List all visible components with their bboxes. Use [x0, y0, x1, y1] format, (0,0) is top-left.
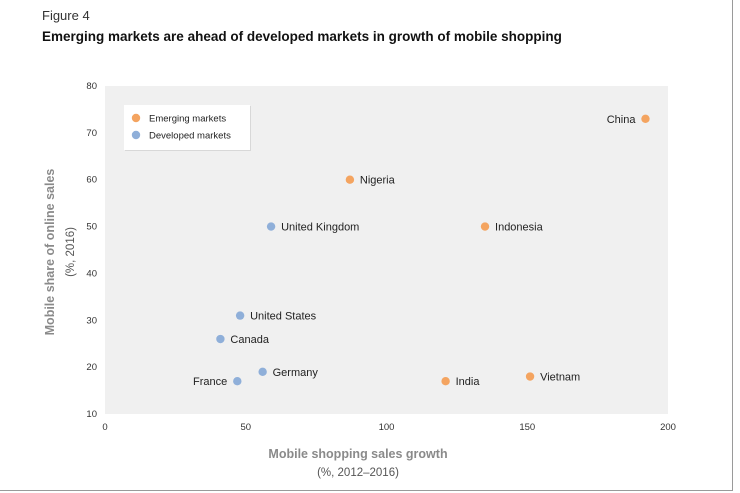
data-point [641, 114, 650, 124]
y-axis-label: Mobile share of online sales [43, 169, 57, 336]
y-tick-label: 40 [86, 268, 97, 279]
data-point-label: Vietnam [540, 372, 580, 384]
x-tick-label: 0 [102, 422, 107, 433]
y-tick-label: 30 [86, 315, 97, 326]
y-tick-label: 10 [86, 409, 97, 420]
data-point [216, 334, 225, 344]
y-axis-ticks: 10 20 30 40 50 60 70 80 [86, 81, 97, 420]
data-point [258, 367, 267, 377]
x-axis-ticks: 0 50 100 150 200 [102, 422, 676, 433]
y-tick-label: 80 [86, 81, 97, 92]
legend-marker [131, 130, 141, 140]
y-tick-label: 50 [86, 222, 97, 233]
data-point [266, 222, 276, 231]
figure-label: Figure 4 [42, 8, 90, 23]
legend: Emerging markets Developed markets [124, 105, 251, 151]
data-point-label: United Kingdom [281, 222, 359, 234]
y-tick-label: 70 [86, 128, 97, 139]
data-point-label: Indonesia [495, 222, 544, 234]
data-point [441, 377, 450, 386]
data-point [480, 222, 490, 231]
data-point-label: United States [250, 311, 317, 323]
y-tick-label: 60 [86, 175, 97, 186]
data-point-label: China [607, 114, 637, 126]
legend-entry: Emerging markets [149, 114, 226, 125]
data-point-label: India [456, 376, 481, 388]
data-point [525, 372, 535, 381]
legend-box [124, 105, 250, 150]
x-tick-label: 50 [240, 422, 251, 433]
data-point [345, 175, 355, 184]
x-tick-label: 150 [519, 422, 535, 433]
figure-title: Emerging markets are ahead of developed … [42, 29, 562, 44]
x-axis-sublabel: (%, 2012–2016) [317, 467, 399, 479]
data-point [233, 377, 242, 386]
legend-entry: Developed markets [149, 131, 231, 142]
data-point-label: Canada [230, 334, 269, 346]
x-tick-label: 100 [379, 422, 395, 433]
legend-marker [131, 113, 141, 123]
data-point-label: France [193, 376, 227, 388]
data-points: China Nigeria Indonesia India Vietnam United … [193, 114, 650, 388]
data-point [235, 311, 245, 320]
y-tick-label: 20 [86, 362, 97, 373]
data-point-label: Nigeria [360, 175, 396, 187]
data-point-label: Germany [273, 367, 319, 379]
x-tick-label: 200 [660, 422, 676, 433]
x-axis-label: Mobile shopping sales growth [268, 447, 447, 461]
y-axis-sublabel: (%, 2016) [65, 227, 77, 277]
